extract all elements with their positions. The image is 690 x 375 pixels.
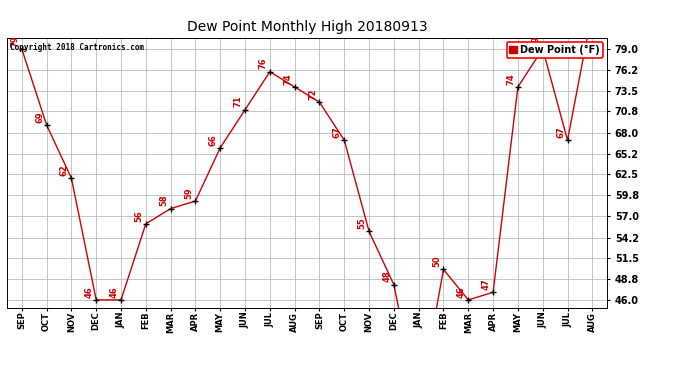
Text: 67: 67 xyxy=(556,126,565,138)
Text: 46: 46 xyxy=(110,286,119,298)
Text: 76: 76 xyxy=(258,58,268,69)
Text: 46: 46 xyxy=(85,286,94,298)
Text: 72: 72 xyxy=(308,88,317,100)
Text: 69: 69 xyxy=(35,111,44,123)
Text: 46: 46 xyxy=(457,286,466,298)
Text: 74: 74 xyxy=(283,73,292,85)
Text: 58: 58 xyxy=(159,195,168,206)
Text: 66: 66 xyxy=(209,134,218,146)
Text: 32: 32 xyxy=(0,374,1,375)
Text: 71: 71 xyxy=(234,96,243,108)
Legend: Dew Point (°F): Dew Point (°F) xyxy=(506,42,602,57)
Text: 84: 84 xyxy=(0,374,1,375)
Text: Copyright 2018 Cartronics.com: Copyright 2018 Cartronics.com xyxy=(10,43,144,52)
Text: 62: 62 xyxy=(60,164,69,176)
Title: Dew Point Monthly High 20180913: Dew Point Monthly High 20180913 xyxy=(187,20,427,33)
Text: 56: 56 xyxy=(135,210,144,222)
Text: 55: 55 xyxy=(357,217,366,229)
Text: 47: 47 xyxy=(482,278,491,290)
Text: 50: 50 xyxy=(432,256,441,267)
Text: 67: 67 xyxy=(333,126,342,138)
Text: 48: 48 xyxy=(382,271,391,282)
Text: 59: 59 xyxy=(184,187,193,199)
Text: 79: 79 xyxy=(10,35,19,46)
Text: 74: 74 xyxy=(506,73,515,85)
Text: 79: 79 xyxy=(531,35,540,46)
